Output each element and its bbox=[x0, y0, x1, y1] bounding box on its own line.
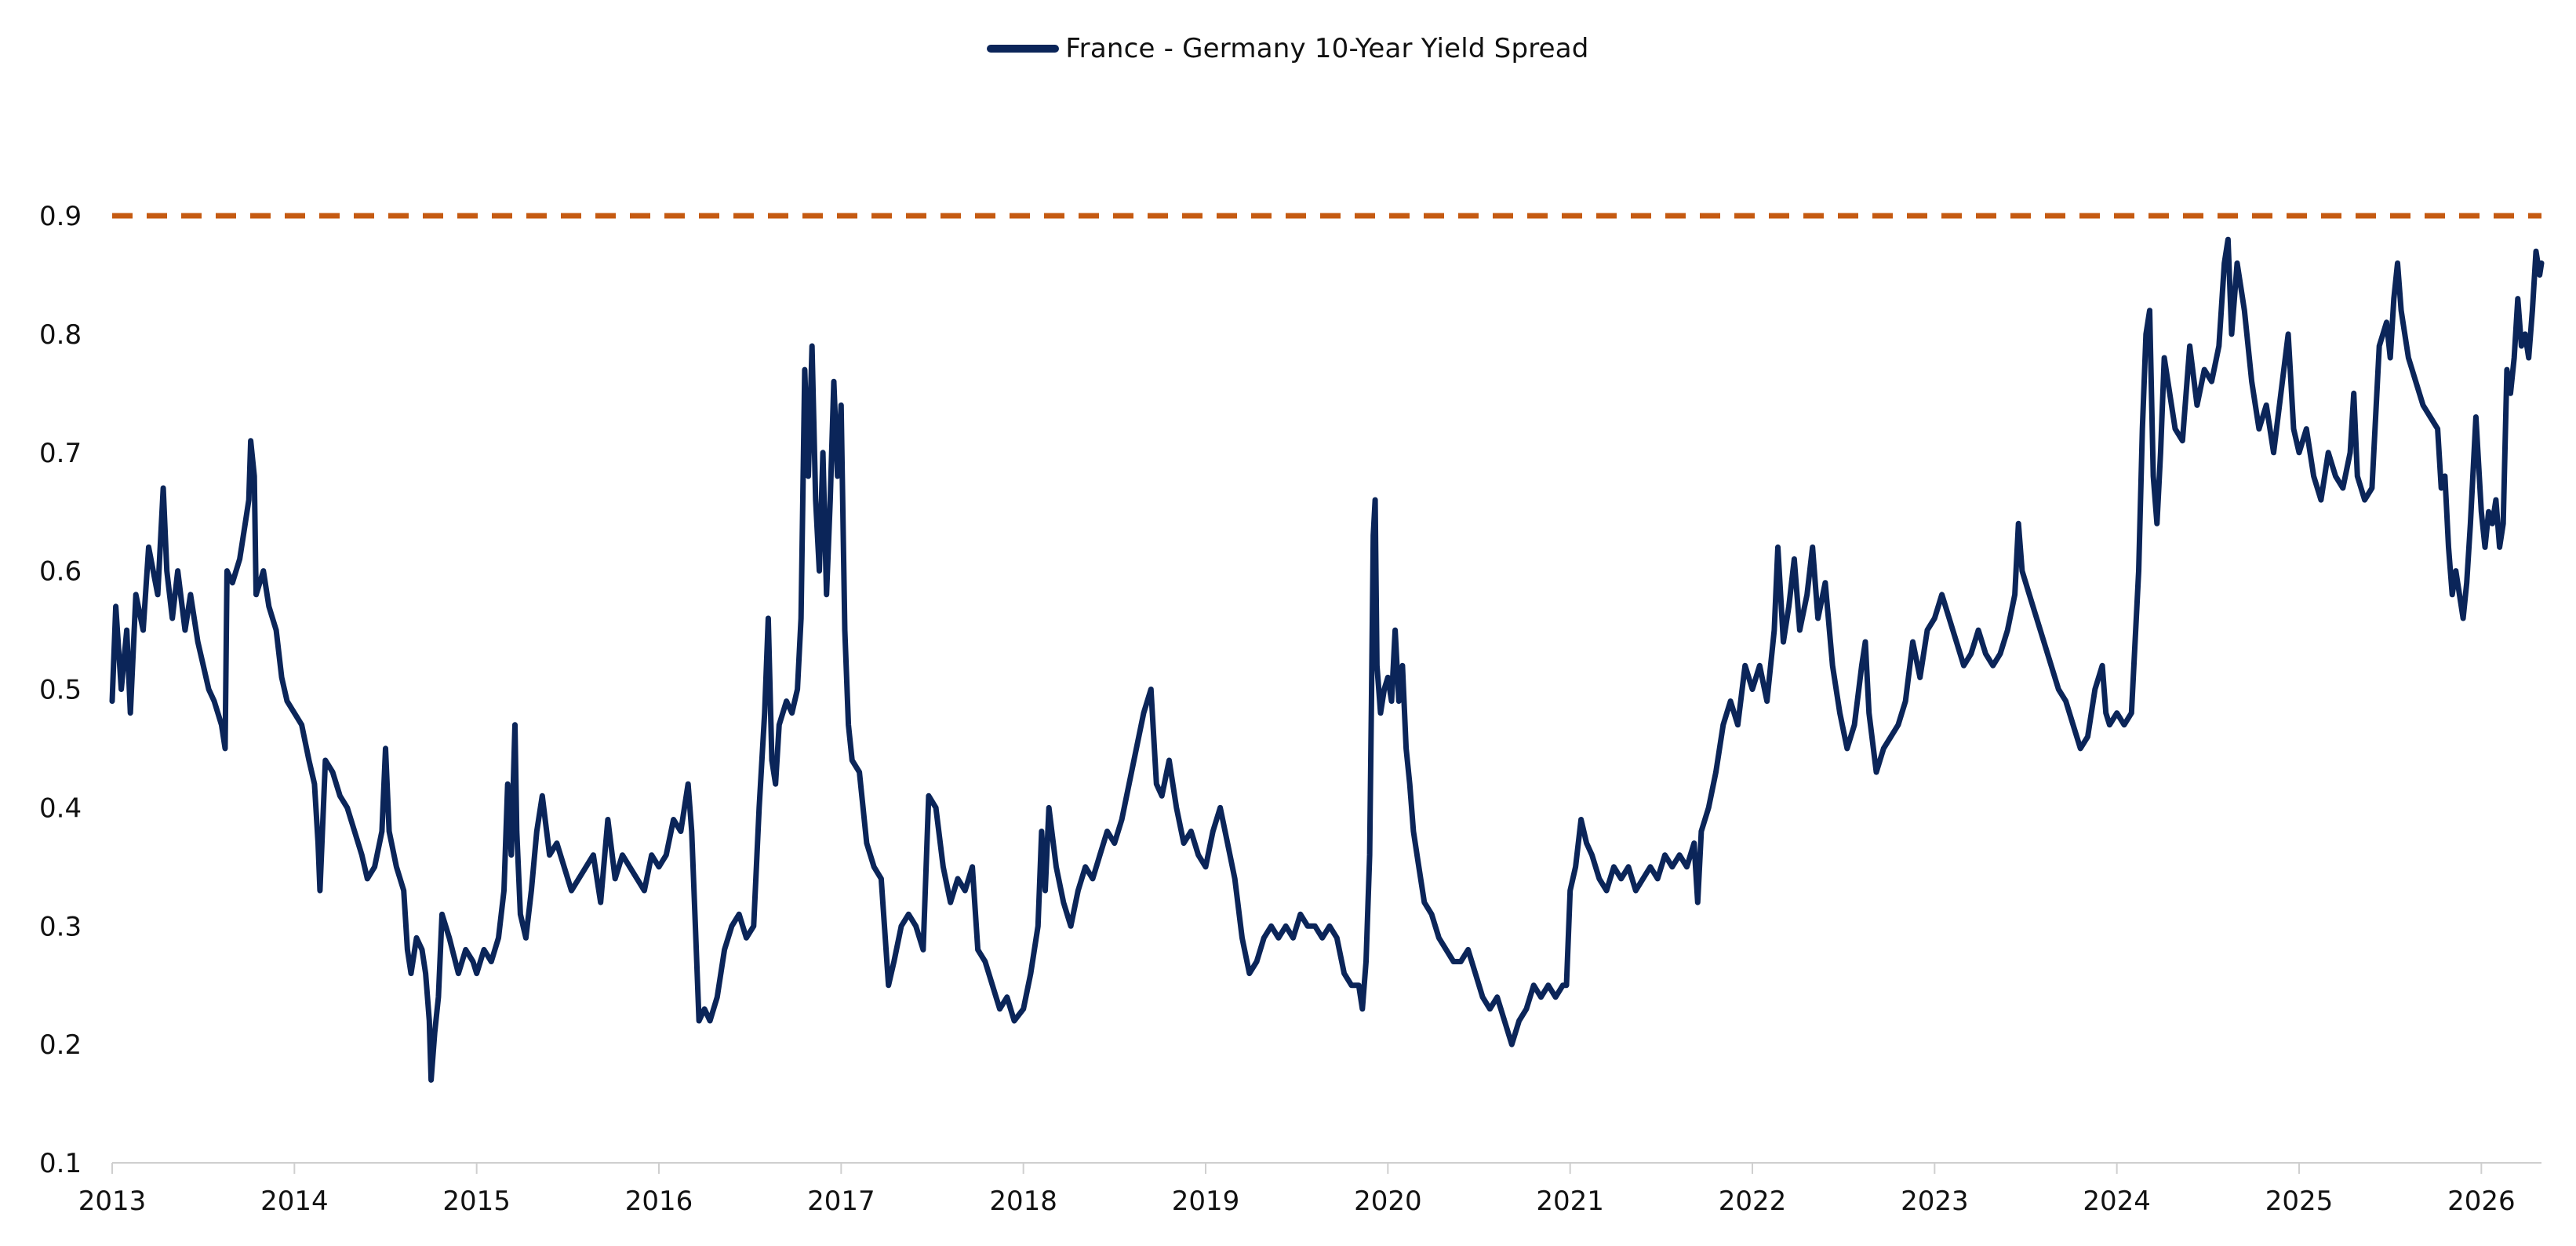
x-tick-label: 2017 bbox=[807, 1186, 875, 1217]
y-tick-label: 0.5 bbox=[39, 675, 82, 706]
x-tick-label: 2014 bbox=[260, 1186, 329, 1217]
y-tick-label: 0.7 bbox=[39, 438, 82, 469]
x-tick-label: 2022 bbox=[1719, 1186, 1787, 1217]
x-tick-label: 2013 bbox=[78, 1186, 147, 1217]
x-tick-label: 2026 bbox=[2447, 1186, 2516, 1217]
y-axis-ticks: 0.1 0.2 0.3 0.4 0.5 0.6 0.7 0.8 0.9 bbox=[39, 201, 82, 1179]
x-tick-label: 2025 bbox=[2265, 1186, 2334, 1217]
x-tick-label: 2018 bbox=[989, 1186, 1057, 1217]
y-tick-label: 0.8 bbox=[39, 319, 82, 351]
y-tick-label: 0.6 bbox=[39, 556, 82, 588]
x-tick-label: 2023 bbox=[1901, 1186, 1969, 1217]
y-tick-label: 0.9 bbox=[39, 201, 82, 232]
x-tick-label: 2020 bbox=[1354, 1186, 1422, 1217]
x-tick-label: 2015 bbox=[442, 1186, 511, 1217]
legend-label-spread: France - Germany 10-Year Yield Spread bbox=[1065, 33, 1589, 64]
y-tick-label: 0.2 bbox=[39, 1029, 82, 1061]
chart-legend: France - Germany 10-Year Yield Spread bbox=[0, 33, 2576, 64]
y-tick-label: 0.4 bbox=[39, 792, 82, 824]
series-group bbox=[109, 236, 2545, 1083]
x-tick-label: 2024 bbox=[2083, 1186, 2151, 1217]
x-tick-label: 2019 bbox=[1172, 1186, 1240, 1217]
y-tick-label: 0.3 bbox=[39, 911, 82, 942]
legend-swatch-spread bbox=[987, 45, 1060, 53]
x-tick-label: 2021 bbox=[1536, 1186, 1604, 1217]
series-line-spread bbox=[109, 236, 2545, 1083]
x-tick-label: 2016 bbox=[625, 1186, 693, 1217]
x-axis-ticks: 2013 2014 2015 2016 2017 2018 2019 2020 2021 2022… bbox=[78, 1163, 2516, 1217]
y-tick-label: 0.1 bbox=[39, 1148, 82, 1179]
